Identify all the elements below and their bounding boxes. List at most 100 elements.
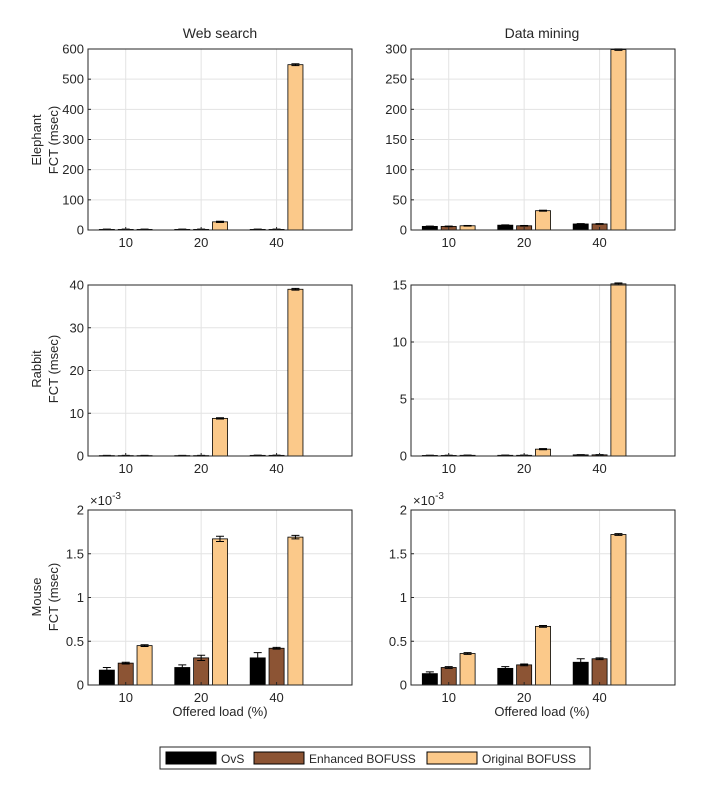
x-tick-label: 20 [194,690,208,705]
y-tick-label: 10 [70,406,84,421]
bar [287,64,304,231]
x-tick-label: 40 [269,690,283,705]
legend-label-enhanced-bofuss: Enhanced BOFUSS [309,752,416,766]
legend-label-original-bofuss: Original BOFUSS [482,752,576,766]
y-tick-label: 250 [385,72,407,87]
column-title-data-mining: Data mining [505,25,580,41]
bar [610,49,627,231]
legend-swatch-original-bofuss [426,751,478,765]
x-tick-label: 20 [517,690,531,705]
y-tick-label: 50 [393,192,407,207]
y-tick-label: 1.5 [389,546,407,561]
panel-3: 0 5 10 15 10 20 40 [393,278,676,476]
y-tick-label: 15 [393,278,407,293]
exponent-label: ×10-3 [413,491,444,508]
x-tick-label: 40 [592,690,606,705]
bar [610,283,627,457]
bar [497,667,514,686]
row-label-elephant: Elephant [29,114,44,166]
y-tick-label: 2 [77,503,84,518]
bar [535,625,551,686]
y-tick-label: 2 [400,503,407,518]
panel-2: 0 10 20 30 40 10 20 40 [70,278,353,476]
x-axis-label-right: Offered load (%) [494,704,589,719]
y-tick-label: 1 [77,590,84,605]
x-tick-label: 20 [194,461,208,476]
y-tick-label: 0.5 [66,634,84,649]
y-tick-label: 400 [62,102,84,117]
x-tick-label: 20 [517,235,531,250]
bar [610,534,627,686]
bar [591,658,608,686]
row-label-elephant-unit: FCT (msec) [46,106,61,174]
x-tick-label: 20 [517,461,531,476]
panel-4: 0 0.5 1 1.5 2 10 20 40 ×10-3 [66,491,353,705]
y-tick-label: 300 [385,42,407,57]
panel-1: 0 50 100 150 200 250 300 10 20 40 [385,42,676,250]
y-tick-label: 1.5 [66,546,84,561]
bar [212,221,228,231]
panel-0: 0 100 200 300 400 500 600 10 20 40 [62,42,353,250]
y-tick-label: 300 [62,132,84,147]
x-tick-label: 10 [118,690,132,705]
y-tick-label: 0 [77,223,84,238]
y-tick-label: 0 [400,678,407,693]
bar [535,210,551,231]
y-tick-label: 1 [400,590,407,605]
x-axis-label-left: Offered load (%) [172,704,267,719]
y-tick-label: 10 [393,335,407,350]
y-tick-label: 600 [62,42,84,57]
y-tick-label: 40 [70,278,84,293]
bar [193,657,210,686]
y-tick-label: 5 [400,392,407,407]
x-tick-label: 10 [441,690,455,705]
row-label-rabbit: Rabbit [29,350,44,388]
y-tick-label: 0 [400,223,407,238]
y-tick-label: 0.5 [389,634,407,649]
plot-area [411,285,675,456]
y-tick-label: 200 [385,102,407,117]
y-tick-label: 200 [62,162,84,177]
bar [287,288,304,457]
bar [572,223,589,231]
legend-swatch-enhanced-bofuss [253,751,305,765]
exponent-label: ×10-3 [90,491,121,508]
y-tick-label: 150 [385,132,407,147]
y-tick-label: 30 [70,320,84,335]
y-tick-label: 100 [62,192,84,207]
x-tick-label: 40 [592,461,606,476]
y-tick-label: 0 [77,678,84,693]
row-label-rabbit-unit: FCT (msec) [46,335,61,403]
bar [516,664,533,686]
row-label-mouse: Mouse [29,577,44,616]
bar [136,645,153,686]
x-tick-label: 40 [269,461,283,476]
axes-box [410,284,676,457]
y-tick-label: 20 [70,363,84,378]
x-tick-label: 10 [118,461,132,476]
x-tick-label: 20 [194,235,208,250]
panel-5: 0 0.5 1 1.5 2 10 20 40 ×10-3 [389,491,676,705]
bar [117,662,134,686]
x-tick-label: 10 [441,461,455,476]
row-label-mouse-unit: FCT (msec) [46,563,61,631]
x-tick-label: 10 [118,235,132,250]
bar [212,417,228,457]
legend-swatch-ovs [165,751,217,765]
y-tick-label: 0 [77,449,84,464]
y-tick-label: 100 [385,162,407,177]
legend-label-ovs: OvS [221,752,244,766]
bar [459,653,476,686]
bar [212,538,228,686]
x-tick-label: 40 [592,235,606,250]
x-tick-label: 10 [441,235,455,250]
y-tick-label: 0 [400,449,407,464]
bar [268,647,285,686]
column-title-web-search: Web search [183,25,257,41]
legend: OvS Enhanced BOFUSS Original BOFUSS [159,746,591,770]
x-tick-label: 40 [269,235,283,250]
bar [287,536,304,686]
